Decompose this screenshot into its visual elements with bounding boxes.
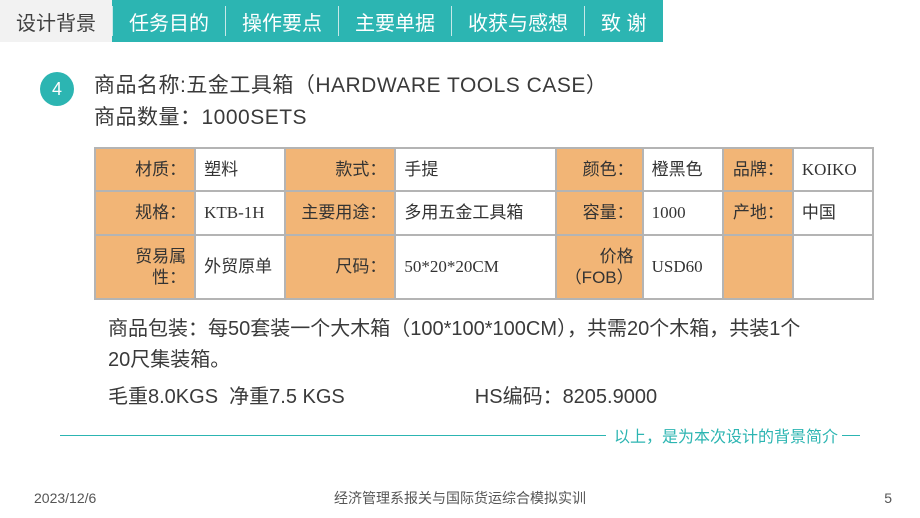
cell-label-brand: 品牌：: [723, 148, 793, 191]
spec-table-wrap: 材质： 塑料 款式： 手提 颜色： 橙黑色 品牌： KOIKO 规格： KTB-…: [40, 147, 880, 300]
table-row: 规格： KTB-1H 主要用途： 多用五金工具箱 容量： 1000 产地： 中国: [95, 191, 873, 234]
divider-line: [842, 435, 860, 436]
section-number-badge: 4: [40, 72, 74, 106]
cell-value-trade: 外贸原单: [195, 235, 285, 300]
title-row: 4 商品名称:五金工具箱（HARDWARE TOOLS CASE） 商品数量：1…: [40, 70, 880, 133]
nav-bar: 设计背景 任务目的 操作要点 主要单据 收获与感想 致 谢: [0, 0, 920, 42]
table-row: 贸易属性： 外贸原单 尺码： 50*20*20CM 价格（FOB） USD60: [95, 235, 873, 300]
table-row: 材质： 塑料 款式： 手提 颜色： 橙黑色 品牌： KOIKO: [95, 148, 873, 191]
footer-date: 2023/12/6: [34, 490, 96, 506]
divider-row: 以上，是为本次设计的背景简介: [40, 423, 880, 447]
cell-value-origin: 中国: [793, 191, 873, 234]
cell-value-color: 橙黑色: [643, 148, 723, 191]
cell-value-material: 塑料: [195, 148, 285, 191]
cell-value-empty: [793, 235, 873, 300]
cell-label-spec: 规格：: [95, 191, 195, 234]
nav-tab-documents[interactable]: 主要单据: [339, 0, 451, 42]
divider-text: 以上，是为本次设计的背景简介: [606, 423, 842, 447]
cell-value-size: 50*20*20CM: [395, 235, 555, 300]
cell-label-color: 颜色：: [556, 148, 643, 191]
cell-value-brand: KOIKO: [793, 148, 873, 191]
nav-tab-design-bg[interactable]: 设计背景: [0, 0, 112, 42]
title-text: 商品名称:五金工具箱（HARDWARE TOOLS CASE） 商品数量：100…: [94, 70, 607, 133]
cell-label-use: 主要用途：: [285, 191, 395, 234]
cell-value-spec: KTB-1H: [195, 191, 285, 234]
footer: 2023/12/6 经济管理系报关与国际货运综合模拟实训 5: [0, 490, 920, 506]
divider-line: [60, 435, 606, 436]
cell-label-capacity: 容量：: [556, 191, 643, 234]
weights-line: 毛重8.0KGS 净重7.5 KGS HS编码：8205.9000: [40, 382, 880, 413]
footer-title: 经济管理系报关与国际货运综合模拟实训: [334, 488, 586, 508]
nav-tab-keypoints[interactable]: 操作要点: [226, 0, 338, 42]
cell-label-size: 尺码：: [285, 235, 395, 300]
slide-content: 4 商品名称:五金工具箱（HARDWARE TOOLS CASE） 商品数量：1…: [0, 42, 920, 447]
nav-tab-thanks[interactable]: 致 谢: [585, 0, 663, 42]
packaging-text: 商品包装：每50套装一个大木箱（100*100*100CM），共需20个木箱，共…: [40, 314, 880, 376]
product-name: 商品名称:五金工具箱（HARDWARE TOOLS CASE）: [94, 70, 607, 102]
cell-label-style: 款式：: [285, 148, 395, 191]
spec-table: 材质： 塑料 款式： 手提 颜色： 橙黑色 品牌： KOIKO 规格： KTB-…: [94, 147, 874, 300]
gross-weight: 毛重8.0KGS: [108, 382, 218, 413]
cell-label-trade: 贸易属性：: [95, 235, 195, 300]
product-quantity: 商品数量：1000SETS: [94, 102, 607, 134]
nav-tab-reflection[interactable]: 收获与感想: [452, 0, 584, 42]
cell-label-material: 材质：: [95, 148, 195, 191]
cell-value-price: USD60: [643, 235, 723, 300]
cell-value-use: 多用五金工具箱: [395, 191, 555, 234]
cell-label-empty: [723, 235, 793, 300]
hs-code: HS编码：8205.9000: [475, 382, 657, 413]
cell-label-price: 价格（FOB）: [556, 235, 643, 300]
footer-page: 5: [884, 490, 892, 506]
cell-value-style: 手提: [395, 148, 555, 191]
net-weight: 净重7.5 KGS: [229, 382, 345, 413]
nav-tab-purpose[interactable]: 任务目的: [113, 0, 225, 42]
cell-value-capacity: 1000: [643, 191, 723, 234]
cell-label-origin: 产地：: [723, 191, 793, 234]
